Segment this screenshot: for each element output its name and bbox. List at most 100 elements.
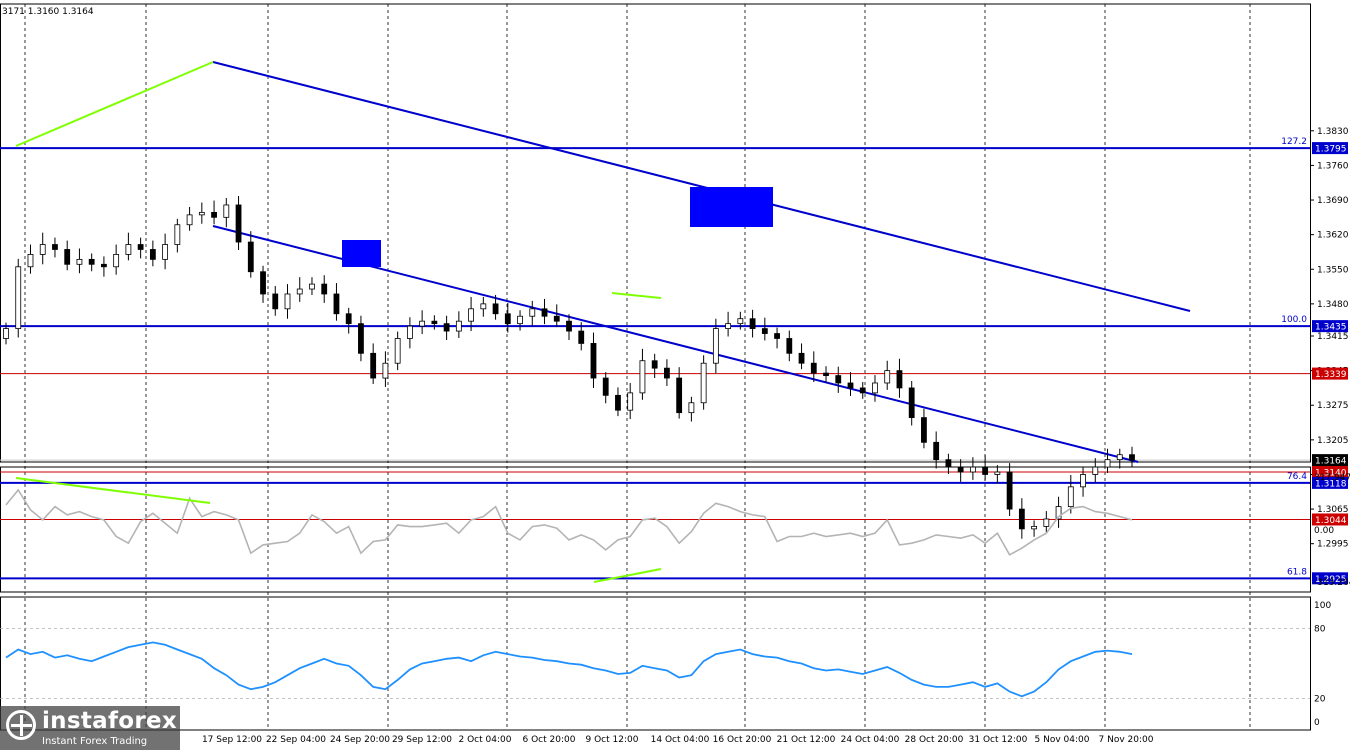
candle-body <box>492 303 499 315</box>
candle-body <box>798 352 805 364</box>
candle-body <box>1031 525 1037 530</box>
candle-body <box>52 244 58 250</box>
price-label-box <box>1312 465 1348 478</box>
candle-body <box>468 308 474 322</box>
candle-body <box>162 244 169 260</box>
candle-body <box>1104 459 1111 468</box>
candle-body <box>137 244 144 250</box>
candle-body <box>113 254 120 268</box>
price-y-tick-label: 1.3620 <box>1317 231 1349 241</box>
candle-body <box>639 360 646 394</box>
candle-body <box>370 352 377 379</box>
candle-body <box>615 394 621 411</box>
price-y-tick-label: 1.2995 <box>1317 540 1349 550</box>
candle-body <box>566 320 572 332</box>
x-tick-label: 24 Sep 20:00 <box>330 735 390 745</box>
candle-body <box>1129 454 1135 461</box>
candle-body <box>994 471 1001 475</box>
candle-body <box>810 362 817 374</box>
price-y-tick-label: 1.3275 <box>1317 401 1349 411</box>
candle-body <box>602 377 609 396</box>
candle-body <box>88 258 95 265</box>
candle-body <box>419 320 426 327</box>
candle-body <box>578 330 585 344</box>
candle-body <box>761 328 768 334</box>
price-label-box <box>1312 454 1348 467</box>
price-y-tick-label: 1.3480 <box>1317 300 1349 310</box>
candle-body <box>504 313 511 325</box>
candle-body <box>272 293 279 310</box>
candle-body <box>969 466 976 473</box>
candle-body <box>382 362 389 379</box>
candle-body <box>774 333 780 339</box>
watermark-tagline: Instant Forex Trading <box>42 736 148 747</box>
price-y-tick-label: 1.3550 <box>1317 265 1349 275</box>
candle-body <box>125 244 132 255</box>
candle-body <box>982 466 989 475</box>
channel-upper-line <box>212 61 1191 312</box>
candle-body <box>455 320 462 332</box>
fib-label: 61.8 <box>1287 567 1307 577</box>
candle-body <box>676 377 683 414</box>
candle-body <box>859 387 866 394</box>
watermark: instaforex Instant Forex Trading <box>0 706 180 750</box>
x-tick-label: 22 Sep 04:00 <box>266 735 326 745</box>
candle-body <box>64 249 71 265</box>
candle-body <box>296 288 303 295</box>
divergence-line <box>15 61 214 147</box>
candle-body <box>186 214 193 226</box>
candle-body <box>1043 518 1050 527</box>
candle-body <box>590 343 597 379</box>
candle-body <box>223 204 230 218</box>
x-tick-label: 2 Oct 04:00 <box>459 735 512 745</box>
price-label-text: 1.3118 <box>1315 479 1347 489</box>
candle-body <box>737 318 744 325</box>
x-tick-label: 21 Oct 12:00 <box>777 735 836 745</box>
candle-body <box>884 370 891 384</box>
price-label-box <box>1312 476 1348 489</box>
price-label-text: 1.3435 <box>1315 323 1347 333</box>
candle-body <box>1006 471 1013 510</box>
candle-body <box>174 224 181 245</box>
candle-body <box>101 263 107 268</box>
candle-body <box>945 459 952 468</box>
candle-body <box>431 320 438 325</box>
candle-body <box>933 441 940 461</box>
cci-y-tick-label: -313.204 <box>1314 578 1350 588</box>
cci-panel-frame <box>0 466 1311 593</box>
candle-body <box>345 313 352 325</box>
fib-label: 127.2 <box>1281 137 1307 147</box>
candle-body <box>39 244 46 255</box>
candle-body <box>725 323 732 329</box>
retest-zone-2 <box>690 187 773 227</box>
instaforex-logo-icon <box>6 710 36 740</box>
x-tick-label: 6 Oct 20:00 <box>523 735 576 745</box>
price-y-tick-label: 1.3205 <box>1317 436 1349 446</box>
candle-body <box>921 417 927 443</box>
x-tick-label: 31 Oct 12:00 <box>969 735 1028 745</box>
fib-label: 76.4 <box>1287 472 1307 482</box>
x-tick-label: 29 Sep 12:00 <box>392 735 452 745</box>
price-label-text: 1.3140 <box>1315 468 1347 478</box>
price-label-box <box>1312 367 1348 380</box>
candle-body <box>896 370 903 389</box>
candle-body <box>529 308 536 317</box>
divergence-line <box>611 292 662 299</box>
x-tick-label: 5 Nov 04:00 <box>1035 735 1090 745</box>
candle-body <box>27 254 34 268</box>
candle-body <box>957 466 964 473</box>
candle-body <box>260 271 266 295</box>
candle-body <box>394 338 401 364</box>
price-y-tick-label: 1.3760 <box>1317 161 1349 171</box>
cci-series-line <box>5 488 1133 556</box>
price-label-box <box>1312 142 1348 155</box>
price-label-box <box>1312 513 1348 526</box>
divergence-line <box>593 568 662 583</box>
price-label-text: 1.2925 <box>1315 575 1347 585</box>
candle-body <box>309 283 315 290</box>
candle-body <box>651 360 658 369</box>
candle-body <box>198 211 205 216</box>
price-label-box <box>1312 572 1348 585</box>
price-y-tick-label: 1.3415 <box>1317 332 1349 342</box>
candle-body <box>247 241 254 273</box>
